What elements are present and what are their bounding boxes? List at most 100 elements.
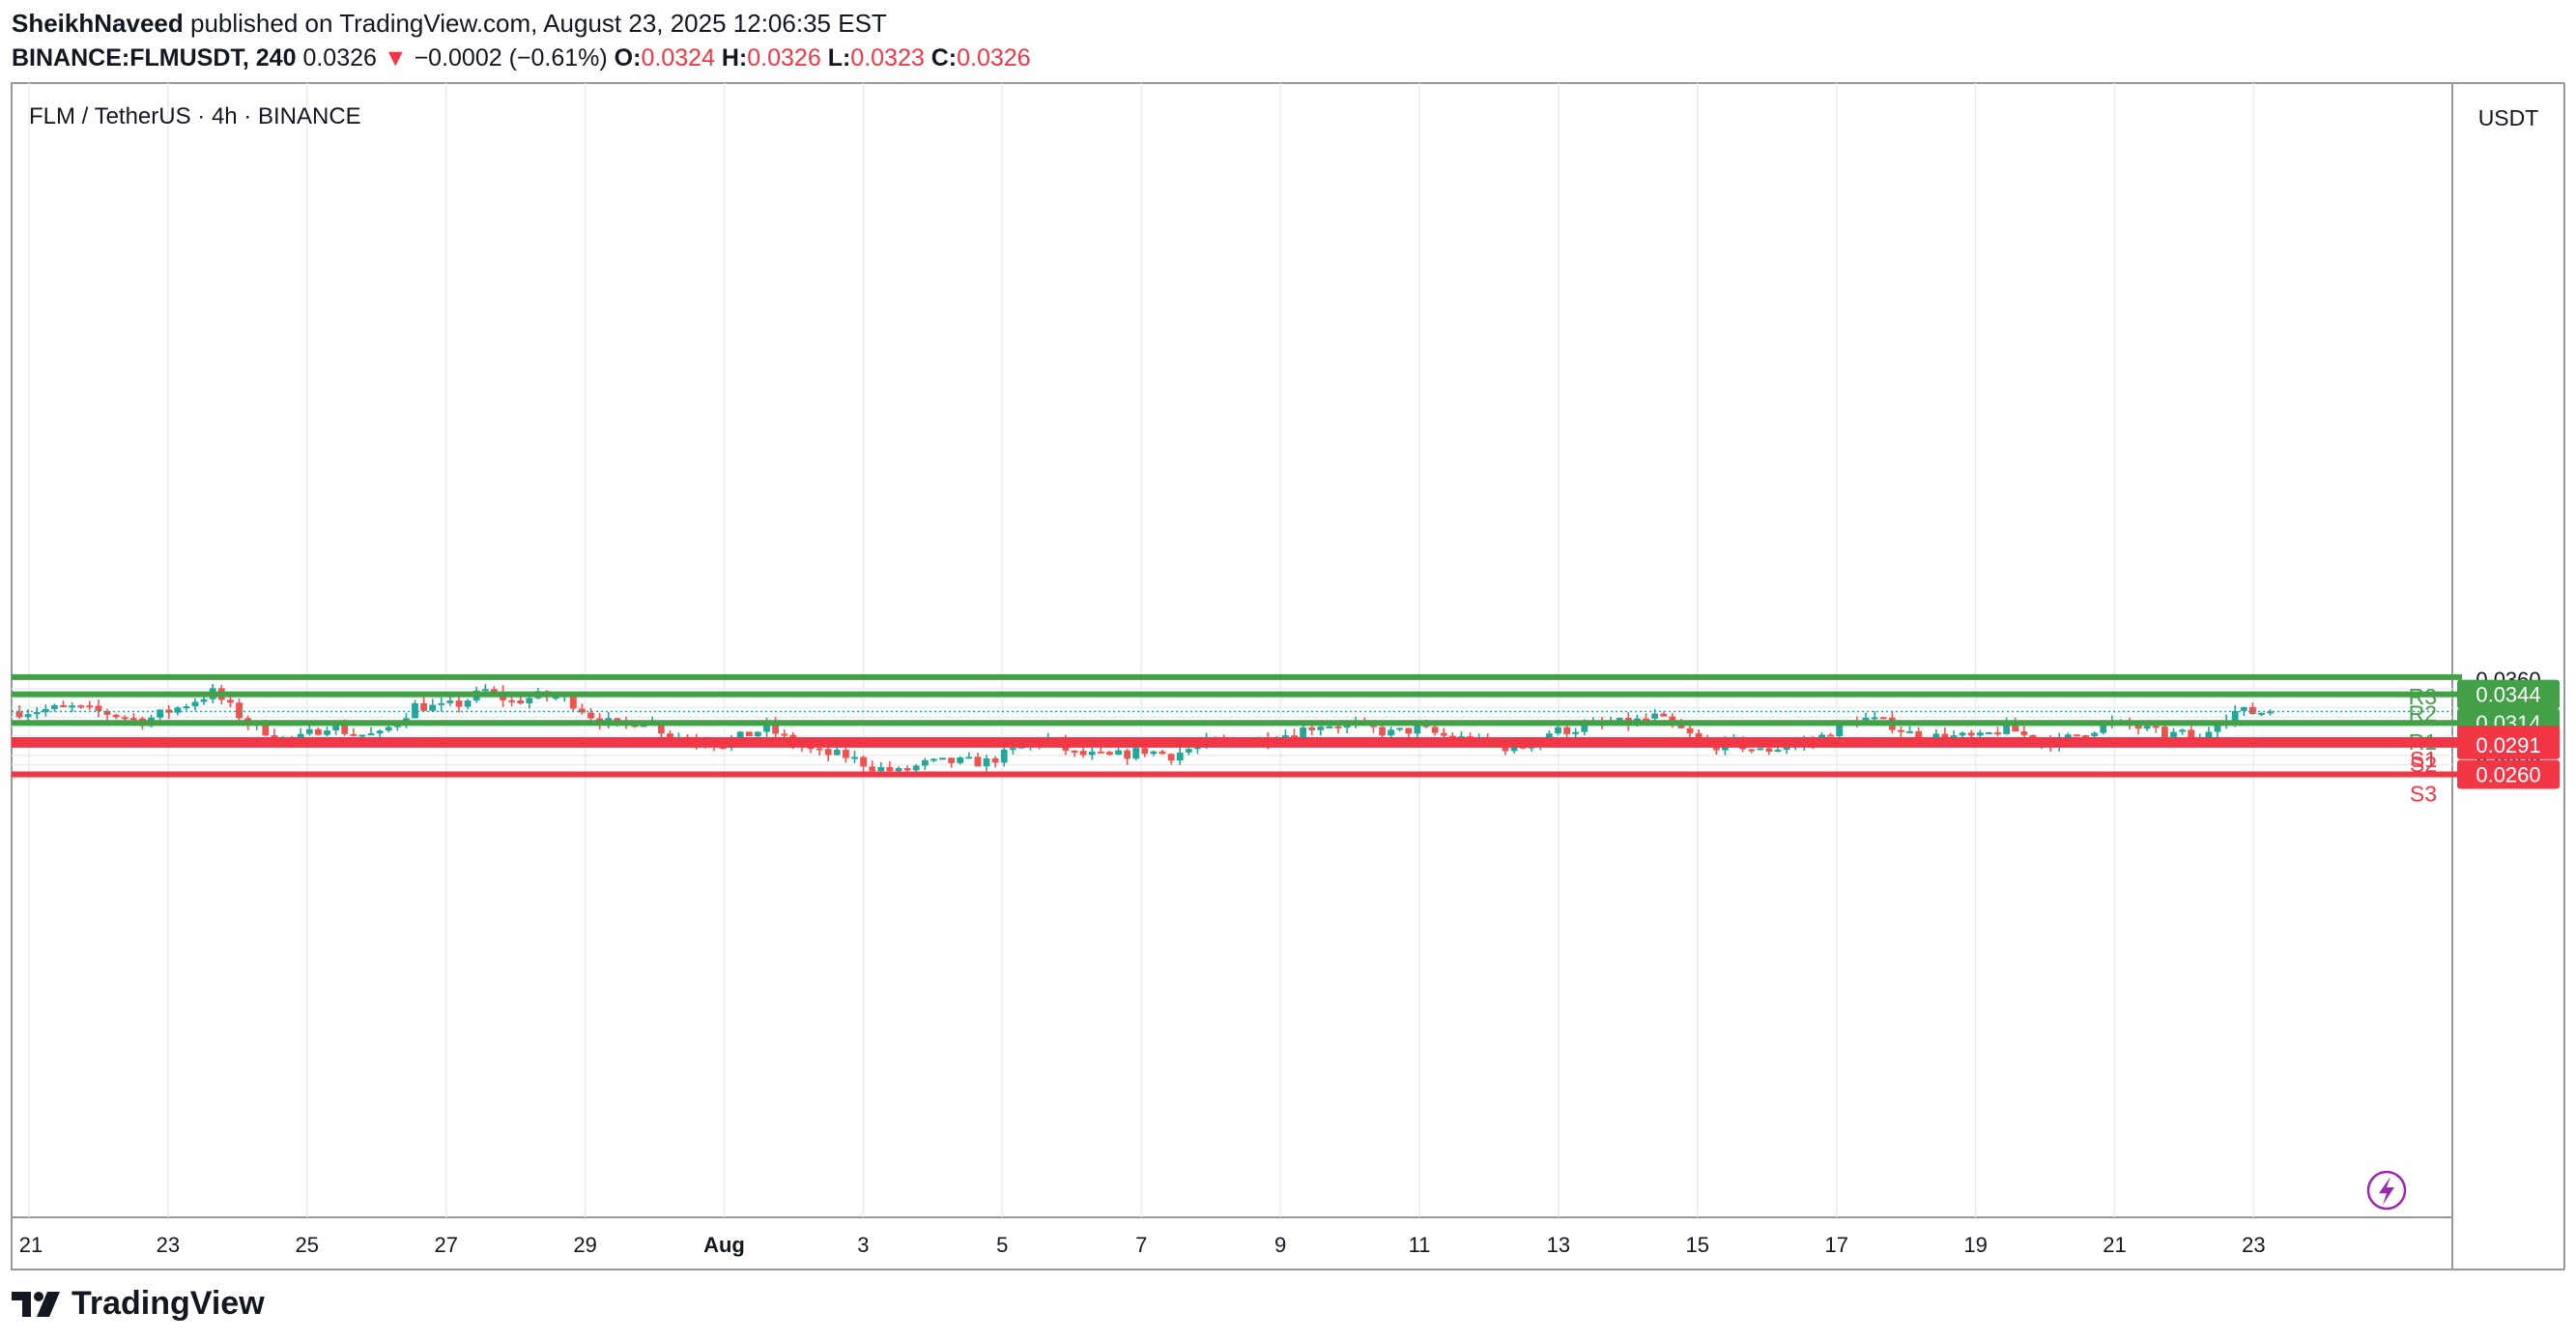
- candle-body: [1334, 726, 1342, 728]
- candle-body: [974, 756, 982, 767]
- candle-body: [191, 701, 199, 707]
- x-tick-label: 7: [1135, 1233, 1147, 1257]
- level-name-s3: S3: [2410, 781, 2437, 806]
- candle-body: [324, 730, 330, 735]
- candle-body: [1686, 728, 1694, 733]
- candle-body: [157, 709, 163, 718]
- x-tick-label: 11: [1409, 1233, 1431, 1257]
- candle-body: [903, 768, 911, 771]
- open-value: 0.0324: [641, 44, 715, 71]
- symbol-label: BINANCE:FLMUSDT, 240: [12, 44, 297, 71]
- candle-body: [412, 702, 418, 719]
- published-text: published on TradingView.com, August 23,…: [189, 9, 887, 38]
- candle-body: [1414, 725, 1421, 734]
- candle-body: [781, 733, 788, 736]
- candle-body: [517, 699, 525, 704]
- candle-body: [227, 699, 234, 703]
- candle-body: [2188, 729, 2195, 738]
- open-label: O:: [614, 44, 642, 71]
- candle-body: [736, 731, 744, 739]
- candle-body: [2240, 706, 2247, 711]
- candle-body: [579, 708, 586, 713]
- candle-body: [367, 733, 375, 736]
- candle-body: [332, 725, 339, 731]
- time-scale: 21 23 25 27 29 Aug 3 5 7 9 11 13 15 17 19 21 23: [19, 1233, 2266, 1257]
- candle-body: [1132, 748, 1140, 759]
- x-tick-label: 3: [857, 1233, 869, 1257]
- candle-body: [1879, 717, 1887, 720]
- x-tick-label: 23: [2242, 1233, 2265, 1257]
- footer: TradingView: [12, 1285, 265, 1323]
- candle-body: [745, 731, 753, 737]
- candle-body: [587, 712, 594, 719]
- candle-body: [1440, 732, 1447, 736]
- candle-body: [1643, 718, 1649, 721]
- candle-body: [1071, 750, 1078, 753]
- candle-body: [429, 704, 437, 711]
- candle-body: [2258, 712, 2265, 715]
- candle-body: [1757, 748, 1764, 751]
- candle-body: [2082, 735, 2089, 738]
- candle-body: [1651, 713, 1658, 719]
- x-tick-label: 5: [996, 1233, 1008, 1257]
- candle-body: [481, 689, 489, 692]
- candle-body: [2100, 724, 2107, 733]
- candle-body: [807, 747, 815, 750]
- x-tick-label: 21: [2103, 1233, 2126, 1257]
- candle-body: [772, 723, 779, 734]
- candle-body: [2003, 721, 2010, 734]
- x-tick-label: 19: [1963, 1233, 1987, 1257]
- candle-body: [112, 714, 120, 718]
- candle-body: [491, 689, 498, 692]
- candle-body: [833, 750, 841, 756]
- x-tick-label: 29: [573, 1233, 596, 1257]
- candle-body: [1695, 732, 1703, 739]
- candle-body: [2152, 726, 2160, 728]
- level-name-s1: S1: [2410, 747, 2437, 772]
- candle-body: [1976, 732, 1984, 736]
- candle-body: [60, 704, 67, 707]
- candle-body: [1669, 716, 1676, 724]
- candle-body: [420, 702, 427, 711]
- candle-body: [341, 725, 349, 734]
- candle-body: [1141, 748, 1149, 755]
- candle-body: [526, 698, 533, 704]
- lightning-icon[interactable]: [2366, 1170, 2407, 1211]
- candle-body: [948, 757, 955, 763]
- candle-body: [1994, 732, 2001, 735]
- candle-body: [965, 756, 973, 759]
- candle-body: [1915, 730, 1922, 743]
- author-name[interactable]: SheikhNaveed: [12, 9, 184, 38]
- candle-body: [376, 730, 384, 734]
- high-label: H:: [721, 44, 748, 71]
- candle-body: [446, 700, 454, 703]
- candle-body: [121, 717, 129, 720]
- level-price-label: 0.0291: [2476, 733, 2540, 757]
- x-tick-label: Aug: [703, 1233, 745, 1257]
- candle-body: [552, 696, 559, 699]
- candle-body: [1660, 713, 1668, 717]
- candle-body: [42, 708, 49, 713]
- candle-body: [315, 728, 322, 735]
- candle-body: [1124, 750, 1131, 759]
- candle-body: [1836, 722, 1844, 737]
- candle-body: [1326, 726, 1333, 728]
- candle-body: [455, 700, 463, 707]
- ohlc-line: BINANCE:FLMUSDT, 240 0.0326 ▼ −0.0002 (−…: [12, 41, 1031, 75]
- candle-body: [1106, 752, 1113, 756]
- candle-body: [438, 702, 445, 705]
- candle-body: [930, 758, 937, 761]
- x-tick-label: 27: [434, 1233, 457, 1257]
- candle-body: [983, 757, 990, 767]
- candle-body: [1379, 727, 1386, 736]
- footer-brand[interactable]: TradingView: [72, 1285, 265, 1322]
- candle-body: [2064, 734, 2072, 738]
- candle-body: [1176, 752, 1184, 761]
- candle-body: [1308, 727, 1316, 730]
- chart-header: SheikhNaveed published on TradingView.co…: [12, 6, 1031, 75]
- candle-body: [1898, 729, 1904, 732]
- candle-body: [1167, 754, 1175, 761]
- candle-body: [1185, 749, 1192, 753]
- level-price-tag: [2457, 679, 2560, 709]
